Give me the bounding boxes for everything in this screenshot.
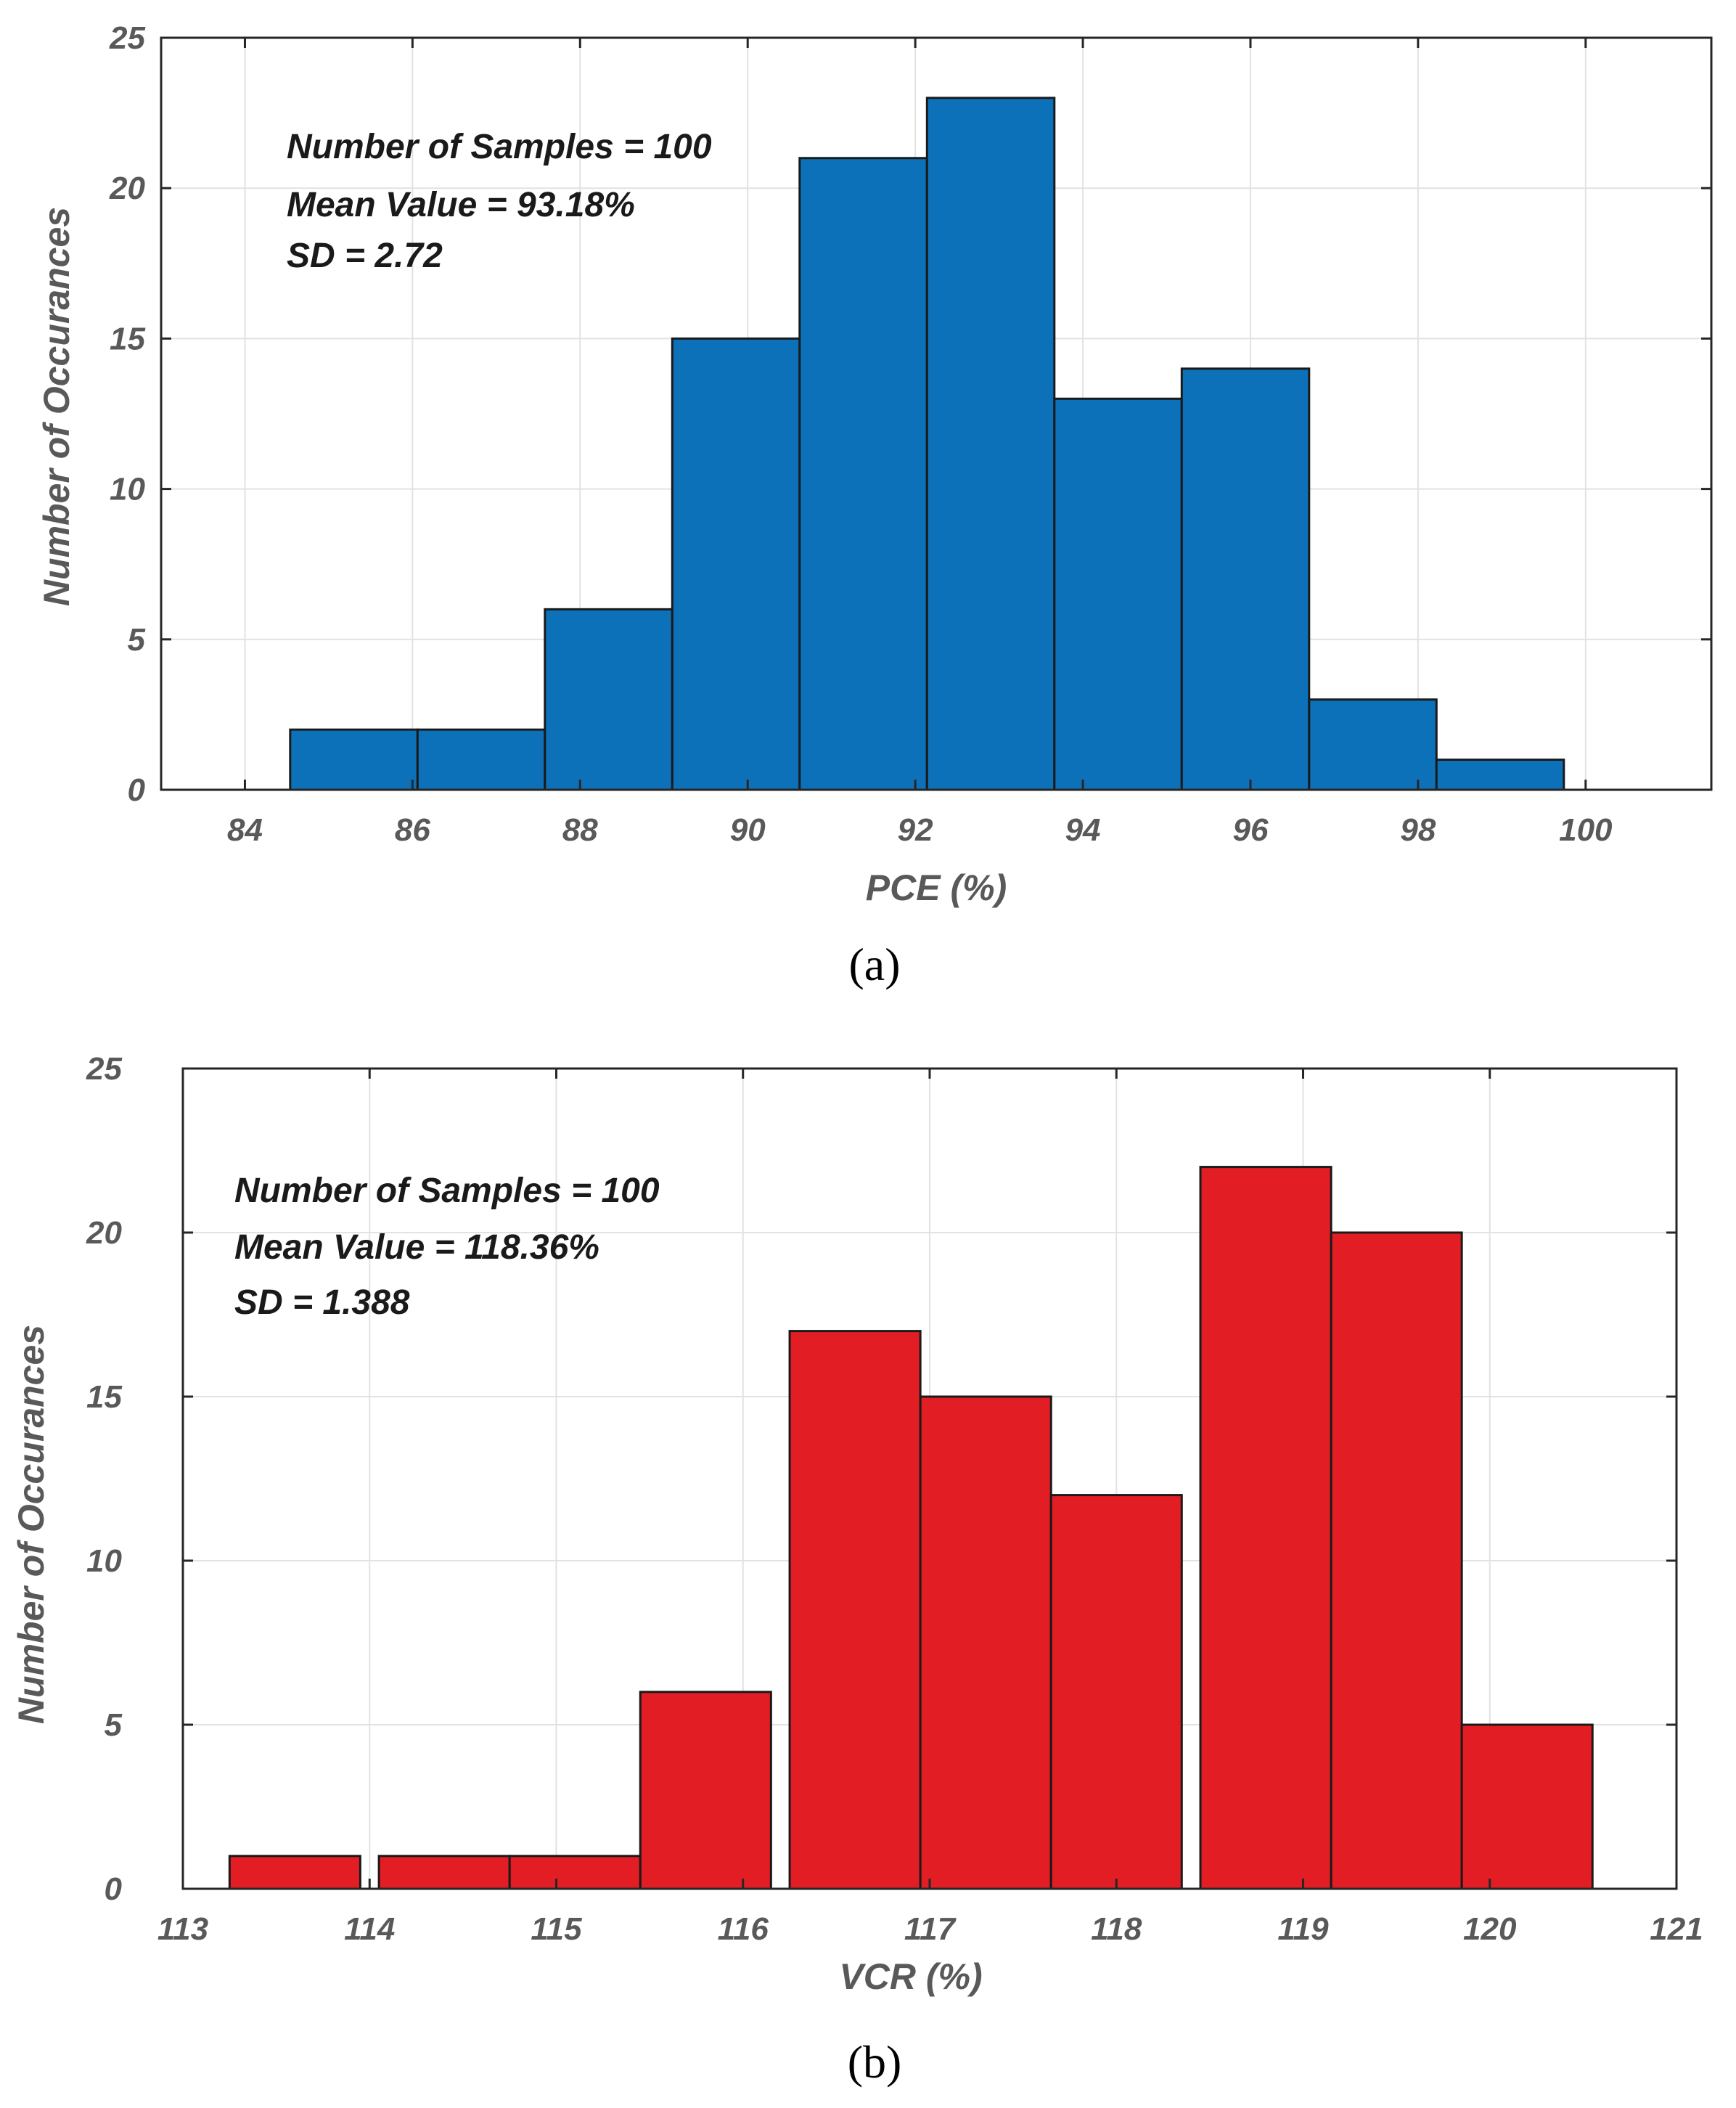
bars [289,97,1565,791]
figure-caption: (a) [848,939,900,990]
histogram-pce: 84 86 88 90 92 94 96 98 100 0 5 10 15 20 25 Number of … [36,20,1713,990]
x-axis-label: PCE (%) [866,867,1007,908]
annotation-box: Number of Samples = 100 Mean Value = 118… [234,1172,660,1322]
y-tick-label: 5 [105,1707,123,1743]
x-tick-label: 118 [1091,1911,1142,1947]
x-tick-label: 88 [562,812,598,848]
x-tick-label: 120 [1463,1911,1517,1947]
bar-6 [919,1395,1052,1890]
ticks: 84 86 88 90 92 94 96 98 100 0 5 10 15 20 25 [109,20,1711,848]
bar-3 [544,608,673,791]
y-axis-label: Number of Occurances [11,1325,52,1724]
y-tick-label: 15 [110,321,145,356]
x-tick-label: 119 [1277,1911,1329,1947]
figure-caption: (b) [848,2036,902,2088]
x-tick-label: 94 [1065,812,1101,848]
annotation-sd: SD = 2.72 [287,237,443,275]
bar-9 [1330,1231,1463,1890]
y-tick-label: 10 [86,1543,122,1579]
annotation-sd: SD = 1.388 [234,1283,410,1322]
y-tick-label: 25 [109,20,145,56]
bar-5 [798,157,928,791]
annotation-mean: Mean Value = 93.18% [287,186,635,224]
ticks: 113 114 115 116 117 118 119 120 121 0 5 10 15 20 25 [86,1051,1703,1947]
bar-7 [1049,1494,1183,1890]
x-tick-label: 114 [344,1911,395,1947]
bar-7 [1053,397,1183,791]
bar-2 [416,728,546,791]
annotation-box: Number of Samples = 100 Mean Value = 93.… [287,128,712,275]
x-tick-label: 113 [157,1911,208,1947]
annotation-samples: Number of Samples = 100 [234,1172,660,1210]
bar-10 [1460,1723,1594,1890]
x-tick-label: 92 [898,812,933,848]
y-tick-label: 20 [109,171,145,206]
y-tick-label: 20 [86,1215,122,1251]
y-tick-label: 0 [105,1871,123,1907]
y-tick-label: 15 [86,1379,122,1415]
bar-2 [377,1855,511,1890]
bar-5 [788,1330,922,1890]
bar-4 [639,1691,772,1890]
y-tick-label: 25 [86,1051,122,1087]
x-tick-label: 117 [904,1911,957,1947]
bar-6 [925,97,1056,791]
bar-4 [671,337,801,791]
x-tick-label: 100 [1559,812,1613,848]
bar-1 [228,1855,361,1890]
x-tick-label: 115 [531,1911,582,1947]
bar-1 [289,728,419,791]
bar-9 [1308,698,1438,791]
y-tick-label: 10 [110,472,145,507]
annotation-mean: Mean Value = 118.36% [234,1228,599,1267]
x-tick-label: 96 [1232,812,1268,848]
bar-3 [508,1855,642,1890]
bar-8 [1199,1166,1332,1890]
plot-frame [160,36,1713,791]
histogram-vcr: 113 114 115 116 117 118 119 120 121 0 5 10 15 20 25 Nu… [11,1051,1703,2088]
y-axis-label: Number of Occurances [36,207,77,606]
x-axis-label: VCR (%) [839,1956,982,1997]
x-tick-label: 90 [730,812,766,848]
annotation-samples: Number of Samples = 100 [287,128,712,166]
bars [228,1166,1594,1890]
bar-8 [1180,367,1311,791]
x-tick-label: 98 [1400,812,1436,848]
bar-10 [1435,759,1565,791]
x-tick-label: 84 [227,812,263,848]
y-tick-label: 0 [128,772,146,808]
x-tick-label: 116 [718,1911,769,1947]
y-tick-label: 5 [128,622,146,658]
x-tick-label: 121 [1650,1911,1703,1947]
x-tick-label: 86 [395,812,430,848]
